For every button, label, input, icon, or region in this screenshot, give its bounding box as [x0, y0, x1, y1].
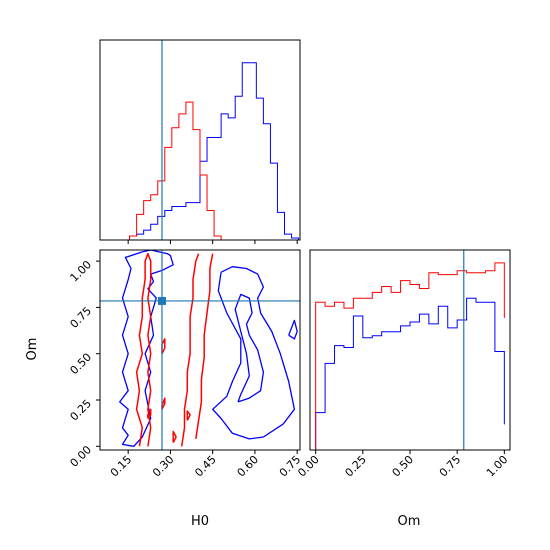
h0-marginal-histogram	[99, 39, 301, 244]
x-axis-label-om: Om	[398, 514, 421, 529]
h0-tick-label: 0.45	[192, 453, 219, 480]
om-hist-blue	[315, 297, 505, 450]
om-x-tick-label: 0.75	[437, 453, 464, 480]
red-contour-7	[172, 430, 177, 443]
h0-tick-label: 0.60	[235, 453, 262, 480]
om-tick-label: 0.25	[68, 397, 95, 424]
truth-marker	[157, 296, 166, 305]
h0-tick-label: 0.30	[150, 453, 177, 480]
red-contour-6	[186, 410, 191, 421]
x-axis-label-h0: H0	[191, 514, 209, 529]
red-contour-0	[135, 252, 152, 447]
red-contour-5	[147, 408, 152, 419]
blue-contour-0	[119, 250, 174, 447]
h0-histogram-series	[122, 62, 300, 240]
blue-contour-1	[212, 266, 296, 440]
y-axis-label-om: Om	[25, 338, 40, 361]
red-contour-2	[195, 253, 214, 440]
blue-contour-3	[288, 319, 298, 340]
om-tick-label: 1.00	[68, 258, 95, 285]
h0-hist-red	[122, 101, 299, 240]
h0-om-contour-panel: 0.15 0.30 0.45 0.60 0.750.000.250.500.751.00	[68, 249, 303, 480]
om-marginal-histogram: 0.00 0.25 0.50 0.75 1.00	[295, 249, 511, 480]
om-tick-label: 0.50	[68, 351, 95, 378]
om-tick-label: 0.75	[68, 304, 95, 331]
om-x-tick-label: 1.00	[484, 453, 511, 480]
om-tick-label: 0.00	[68, 443, 95, 470]
contour-series	[119, 250, 298, 447]
om-x-tick-label: 0.25	[342, 453, 369, 480]
red-contour-1	[180, 253, 200, 447]
h0-hist-blue	[122, 62, 300, 240]
h0-tick-label: 0.15	[108, 453, 135, 480]
h0-hist-frame	[99, 39, 301, 241]
om-histogram-series	[315, 262, 505, 450]
contour-frame	[99, 249, 301, 451]
om-hist-red	[315, 262, 505, 450]
blue-contour-2	[234, 293, 265, 403]
om-x-tick-label: 0.00	[295, 453, 322, 480]
om-x-tick-label: 0.50	[390, 453, 417, 480]
om-hist-frame	[309, 249, 511, 451]
